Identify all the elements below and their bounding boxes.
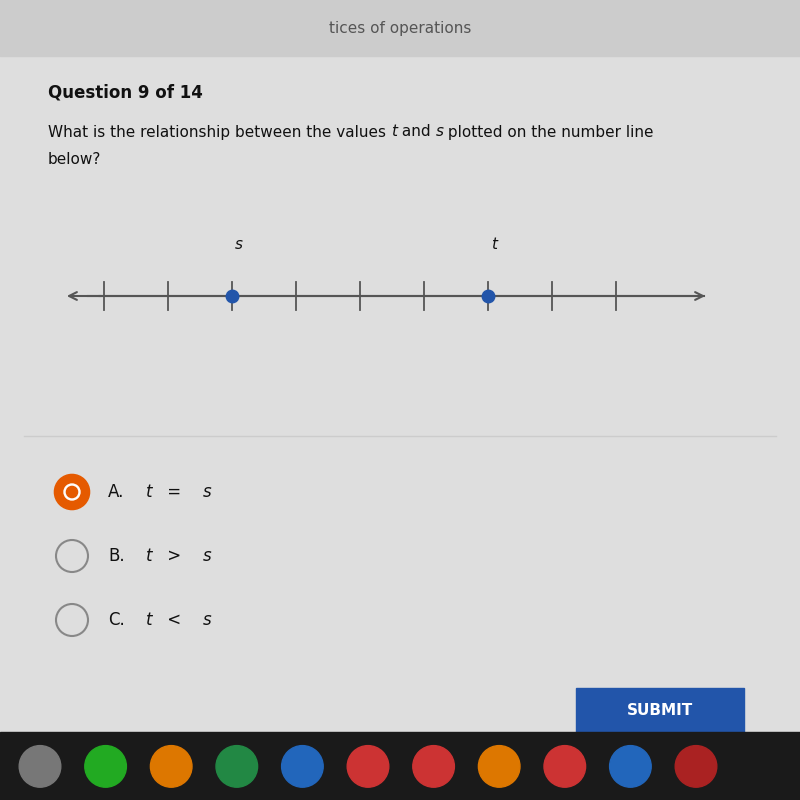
Text: s: s [202,611,211,629]
Circle shape [54,474,90,510]
Text: SUBMIT: SUBMIT [627,703,693,718]
Text: s: s [202,547,211,565]
Text: ← PREVIOUS: ← PREVIOUS [48,746,134,761]
Circle shape [66,486,78,498]
Text: s: s [234,237,242,252]
Text: and: and [397,125,435,139]
Text: t: t [146,611,153,629]
Bar [0,732,800,800]
Circle shape [19,746,61,787]
Text: s: s [435,125,443,139]
Text: tices of operations: tices of operations [329,21,471,35]
Text: t: t [146,483,153,501]
Circle shape [478,746,520,787]
Bar [0,0,800,56]
Text: A.: A. [108,483,124,501]
Circle shape [282,746,323,787]
Text: B.: B. [108,547,125,565]
Text: =: = [162,483,186,501]
Text: below?: below? [48,153,102,167]
Text: s: s [202,483,211,501]
Circle shape [216,746,258,787]
Circle shape [675,746,717,787]
Text: C.: C. [108,611,125,629]
Text: t: t [391,125,397,139]
Circle shape [347,746,389,787]
Circle shape [150,746,192,787]
Text: >: > [162,547,187,565]
Circle shape [544,746,586,787]
Text: t: t [146,547,153,565]
Text: plotted on the number line: plotted on the number line [443,125,654,139]
Circle shape [413,746,454,787]
Text: t: t [491,237,498,252]
Text: Question 9 of 14: Question 9 of 14 [48,83,203,101]
Text: <: < [162,611,187,629]
Circle shape [610,746,651,787]
Text: What is the relationship between the values: What is the relationship between the val… [48,125,391,139]
Bar [576,688,744,732]
Circle shape [85,746,126,787]
Circle shape [64,484,80,500]
